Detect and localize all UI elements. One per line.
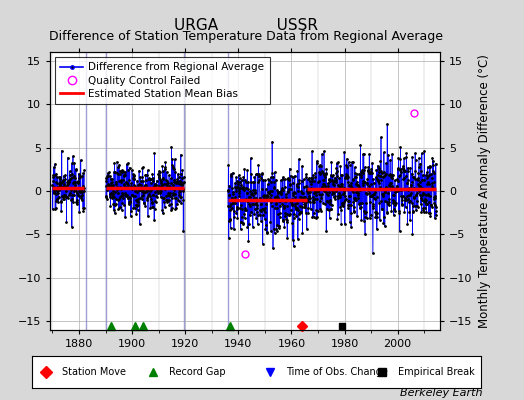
Text: Difference of Station Temperature Data from Regional Average: Difference of Station Temperature Data f… (49, 30, 443, 43)
Y-axis label: Monthly Temperature Anomaly Difference (°C): Monthly Temperature Anomaly Difference (… (478, 54, 491, 328)
Text: URGA            USSR: URGA USSR (174, 18, 318, 33)
Text: Record Gap: Record Gap (169, 367, 226, 377)
Text: Empirical Break: Empirical Break (398, 367, 474, 377)
Legend: Difference from Regional Average, Quality Control Failed, Estimated Station Mean: Difference from Regional Average, Qualit… (55, 57, 269, 104)
Text: Time of Obs. Change: Time of Obs. Change (286, 367, 387, 377)
Text: Station Move: Station Move (62, 367, 126, 377)
Text: Berkeley Earth: Berkeley Earth (400, 388, 482, 398)
